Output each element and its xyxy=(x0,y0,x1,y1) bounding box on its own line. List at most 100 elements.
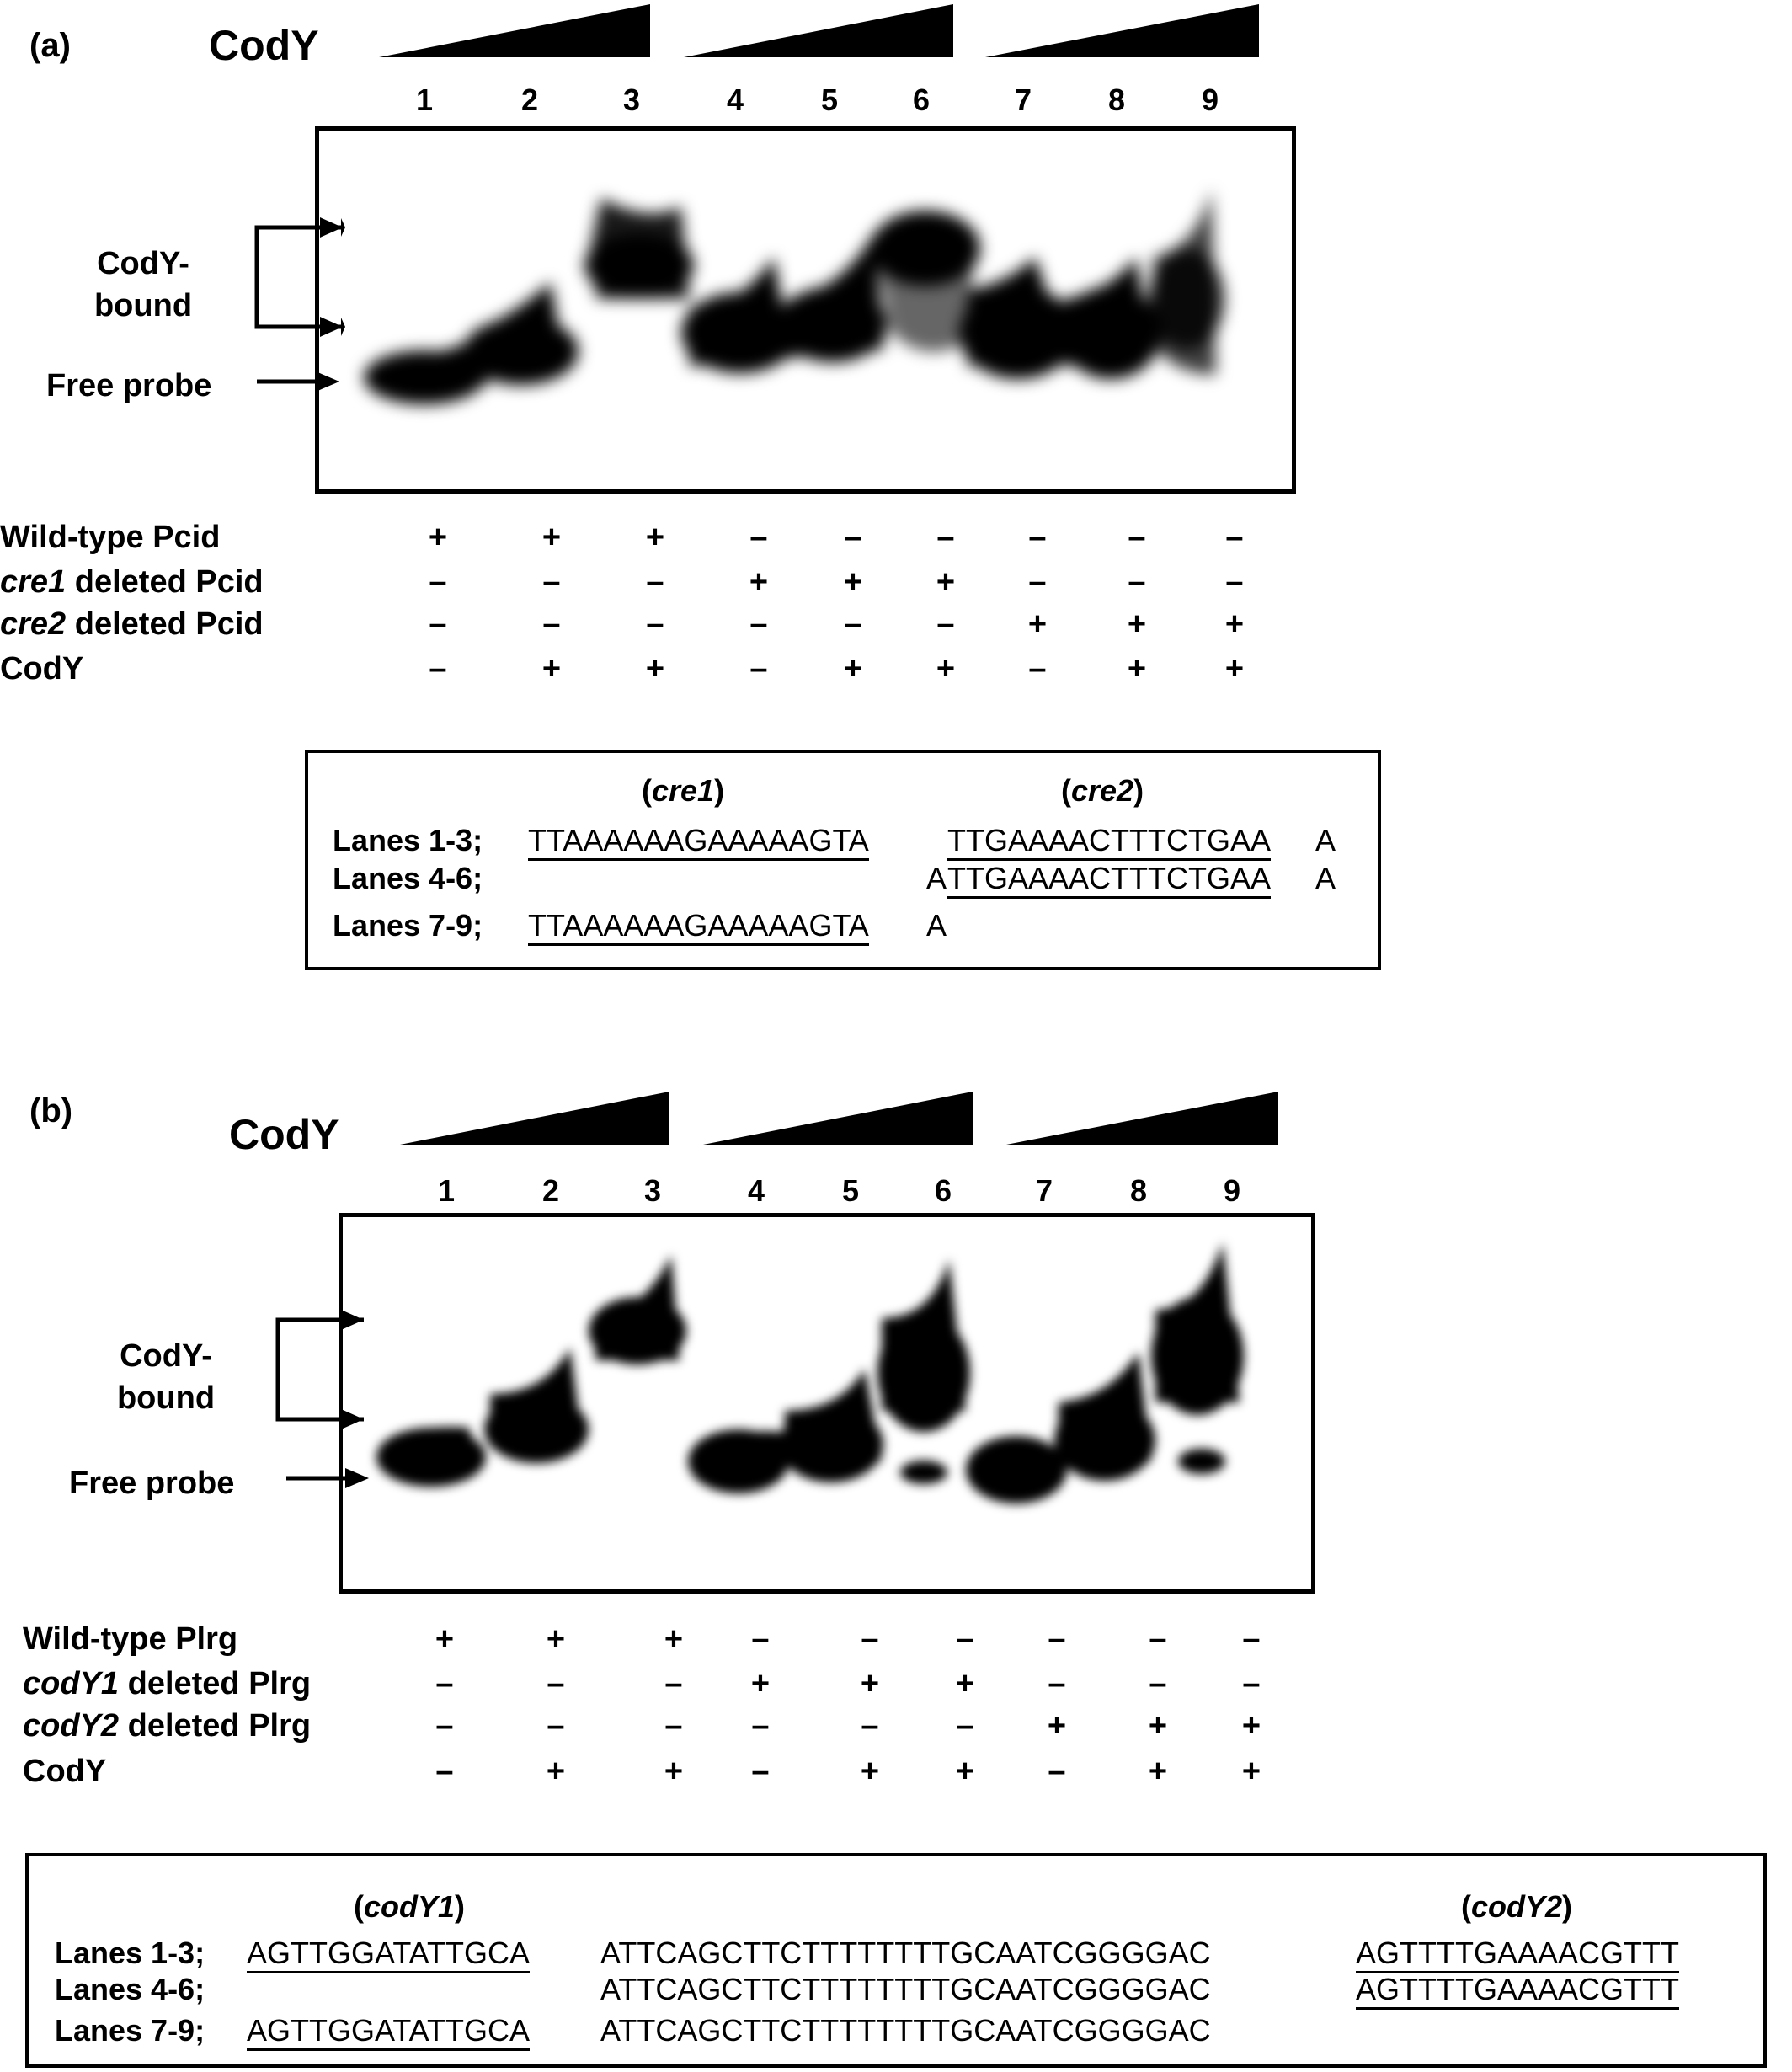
panel-b-bound-bracket xyxy=(275,1310,364,1429)
condition-sign: + xyxy=(1127,606,1147,642)
condition-sign: + xyxy=(541,651,562,686)
condition-sign: – xyxy=(664,1666,683,1701)
lane-number: 6 xyxy=(934,1173,952,1208)
condition-sign: – xyxy=(1149,1621,1167,1657)
condition-sign: + xyxy=(645,520,665,555)
condition-sign: – xyxy=(861,1621,879,1657)
condition-sign: – xyxy=(429,564,447,600)
condition-sign: + xyxy=(843,651,863,686)
lane-number: 9 xyxy=(1201,83,1219,117)
panel-a-free-probe-arrow xyxy=(257,371,339,392)
condition-sign: + xyxy=(955,1666,975,1701)
band xyxy=(364,350,485,404)
lane-number: 8 xyxy=(1129,1173,1148,1208)
panel-a-cody-title: CodY xyxy=(209,22,319,69)
panel-a-gel-image xyxy=(315,126,1296,494)
row-label: CodY xyxy=(0,651,84,686)
wedge-2 xyxy=(703,1092,973,1145)
band xyxy=(1064,257,1153,366)
band xyxy=(900,1461,947,1484)
wedge-1 xyxy=(400,1092,669,1145)
lane-number: 3 xyxy=(622,83,641,117)
condition-sign: – xyxy=(542,606,561,642)
condition-sign: + xyxy=(1241,1708,1261,1744)
condition-sign: – xyxy=(1028,564,1047,600)
condition-sign: + xyxy=(1241,1754,1261,1789)
band xyxy=(787,232,883,358)
condition-sign: – xyxy=(861,1708,879,1744)
arrow-head xyxy=(341,218,345,237)
panel-a-bound-bracket xyxy=(254,217,345,337)
band xyxy=(690,257,791,366)
seq-b-site2-label: (codY2) xyxy=(1461,1889,1573,1924)
condition-sign: + xyxy=(546,1754,566,1789)
panel-b-label: (b) xyxy=(29,1092,73,1129)
condition-sign: + xyxy=(1148,1708,1168,1744)
condition-sign: – xyxy=(1225,564,1244,600)
condition-sign: + xyxy=(435,1621,455,1657)
seq-a-line1: Lanes 1-3; TTAAAAAAGAAAAAGTA TTGAAAACTTT… xyxy=(333,823,1336,861)
condition-sign: – xyxy=(646,606,664,642)
condition-sign: – xyxy=(435,1666,454,1701)
band xyxy=(1178,1449,1225,1474)
condition-sign: – xyxy=(751,1621,770,1657)
condition-sign: + xyxy=(1127,651,1147,686)
condition-sign: – xyxy=(844,520,862,555)
seq-b-line1: Lanes 1-3; AGTTGGATATTGCA ATTCAGCTTCTTTT… xyxy=(55,1936,1679,1973)
condition-sign: – xyxy=(435,1708,454,1744)
band xyxy=(966,1436,1067,1503)
band xyxy=(882,1259,966,1411)
panel-a-gel-bands xyxy=(364,190,1224,404)
condition-sign: – xyxy=(751,1754,770,1789)
seq-a-line3: Lanes 7-9; TTAAAAAAGAAAAAGTA A xyxy=(333,908,947,946)
condition-sign: – xyxy=(1242,1621,1261,1657)
panel-b-sequence-box xyxy=(25,1853,1767,2068)
wedge-3 xyxy=(985,4,1259,57)
lane-number: 1 xyxy=(437,1173,456,1208)
condition-sign: – xyxy=(1149,1666,1167,1701)
condition-sign: – xyxy=(429,606,447,642)
condition-sign: + xyxy=(1148,1754,1168,1789)
panel-a-concentration-wedges xyxy=(379,4,1259,57)
condition-sign: + xyxy=(936,564,956,600)
condition-sign: + xyxy=(843,564,863,600)
lane-number: 3 xyxy=(643,1173,662,1208)
condition-sign: – xyxy=(542,564,561,600)
row-label: cre1 deleted Pcid xyxy=(0,564,264,600)
condition-sign: – xyxy=(749,651,768,686)
row-label: codY2 deleted Plrg xyxy=(23,1708,312,1744)
condition-sign: – xyxy=(646,564,664,600)
seq-a-line2: Lanes 4-6; A TTGAAAACTTTCTGAA A xyxy=(333,861,1336,899)
condition-sign: + xyxy=(541,520,562,555)
condition-sign: + xyxy=(664,1621,684,1657)
condition-sign: – xyxy=(749,520,768,555)
condition-sign: + xyxy=(750,1666,771,1701)
panel-a-bound-label: CodY- bound xyxy=(80,243,206,327)
lane-number: 2 xyxy=(520,83,539,117)
condition-sign: + xyxy=(1027,606,1048,642)
condition-sign: – xyxy=(547,1708,565,1744)
condition-sign: – xyxy=(1242,1666,1261,1701)
condition-sign: – xyxy=(956,1621,974,1657)
band xyxy=(595,1255,680,1360)
condition-sign: – xyxy=(1128,520,1146,555)
seq-b-line2: Lanes 4-6; ATTCAGCTTCTTTTTTTTGCAATCGGGGA… xyxy=(55,1972,1679,2010)
band xyxy=(490,1348,583,1445)
condition-sign: – xyxy=(1048,1666,1066,1701)
seq-a-site1-label: (cre1) xyxy=(642,773,725,808)
row-label: CodY xyxy=(23,1754,107,1789)
band xyxy=(968,257,1069,366)
condition-sign: – xyxy=(936,606,955,642)
lane-number: 9 xyxy=(1223,1173,1241,1208)
bound-label-line2: bound xyxy=(93,288,193,323)
band xyxy=(692,1431,785,1474)
condition-sign: + xyxy=(749,564,769,600)
panel-b-free-probe-arrow xyxy=(286,1468,369,1488)
condition-sign: – xyxy=(844,606,862,642)
wedge-2 xyxy=(684,4,953,57)
panel-b-concentration-wedges xyxy=(400,1092,1278,1145)
condition-sign: + xyxy=(1224,606,1245,642)
condition-sign: – xyxy=(1128,564,1146,600)
wedge-1 xyxy=(379,4,650,57)
condition-sign: – xyxy=(1048,1754,1066,1789)
